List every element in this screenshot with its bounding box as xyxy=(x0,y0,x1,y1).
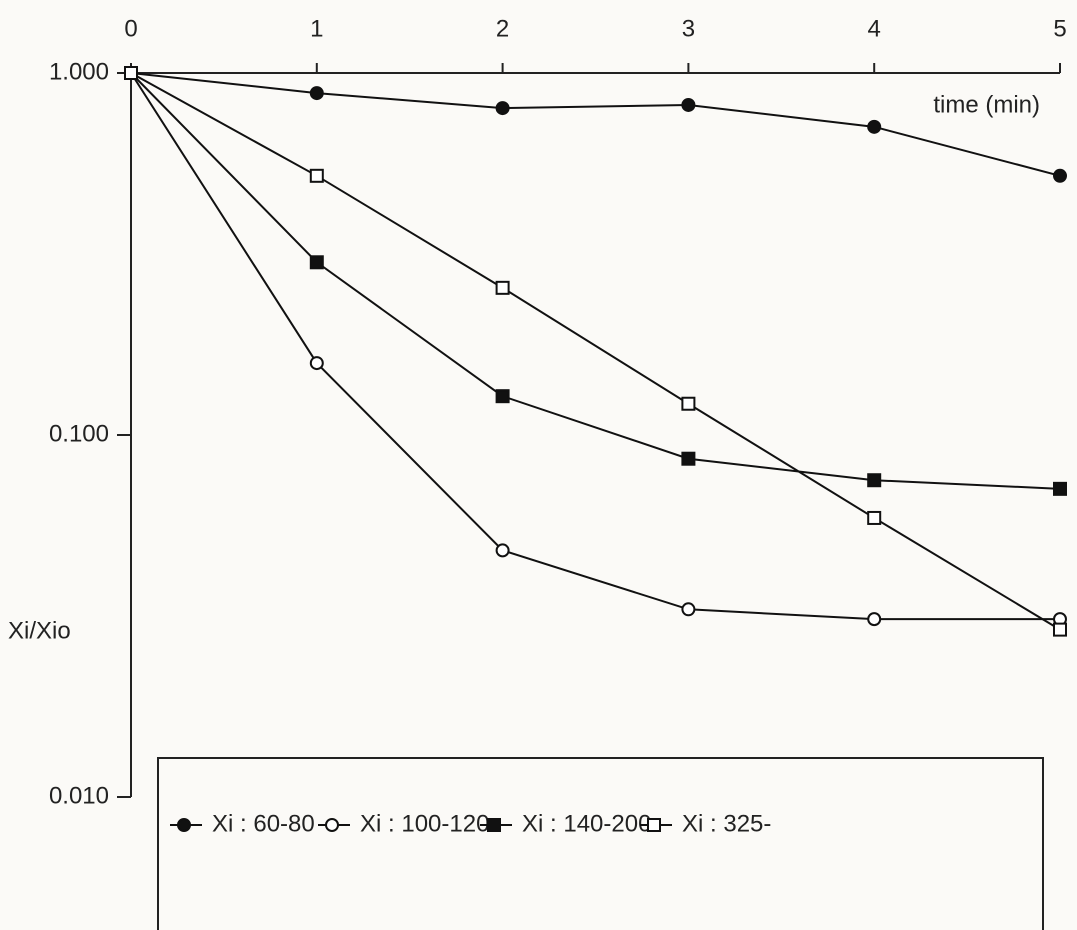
legend-label: Xi : 100-120 xyxy=(360,810,489,837)
chart: time (min) Xi/Xio 0 1 2 3 4 5 1.000 0.100 0.010 X… xyxy=(0,0,1077,930)
data-point xyxy=(311,170,323,182)
series-line xyxy=(131,73,1060,630)
data-point xyxy=(497,102,509,114)
x-tick-label: 1 xyxy=(310,15,323,42)
data-point xyxy=(497,282,509,294)
legend-marker xyxy=(648,819,660,831)
data-point xyxy=(682,453,694,465)
series-line xyxy=(131,73,1060,176)
legend-marker xyxy=(178,819,190,831)
data-point xyxy=(125,67,137,79)
data-point xyxy=(868,613,880,625)
y-tick-label: 1.000 xyxy=(49,58,109,85)
series-line xyxy=(131,73,1060,489)
legend-box xyxy=(158,758,1043,930)
data-point xyxy=(682,603,694,615)
x-tick-label: 0 xyxy=(124,15,137,42)
data-point xyxy=(682,99,694,111)
y-tick-label: 0.100 xyxy=(49,420,109,447)
x-axis-label: time (min) xyxy=(933,91,1040,118)
data-point xyxy=(1054,170,1066,182)
legend-marker xyxy=(488,819,500,831)
data-point xyxy=(682,398,694,410)
x-tick-label: 4 xyxy=(868,15,881,42)
legend-label: Xi : 60-80 xyxy=(212,810,315,837)
data-point xyxy=(868,474,880,486)
legend-label: Xi : 140-200 xyxy=(522,810,651,837)
data-point xyxy=(497,390,509,402)
y-tick-label: 0.010 xyxy=(49,782,109,809)
data-point xyxy=(868,121,880,133)
data-point xyxy=(311,87,323,99)
legend-marker xyxy=(326,819,338,831)
data-point xyxy=(497,544,509,556)
x-tick-label: 2 xyxy=(496,15,509,42)
data-point xyxy=(868,512,880,524)
x-tick-label: 5 xyxy=(1053,15,1066,42)
data-point xyxy=(311,357,323,369)
y-axis-label: Xi/Xio xyxy=(8,617,71,644)
x-tick-label: 3 xyxy=(682,15,695,42)
data-point xyxy=(1054,483,1066,495)
data-point xyxy=(311,256,323,268)
legend-label: Xi : 325- xyxy=(682,810,771,837)
data-point xyxy=(1054,624,1066,636)
